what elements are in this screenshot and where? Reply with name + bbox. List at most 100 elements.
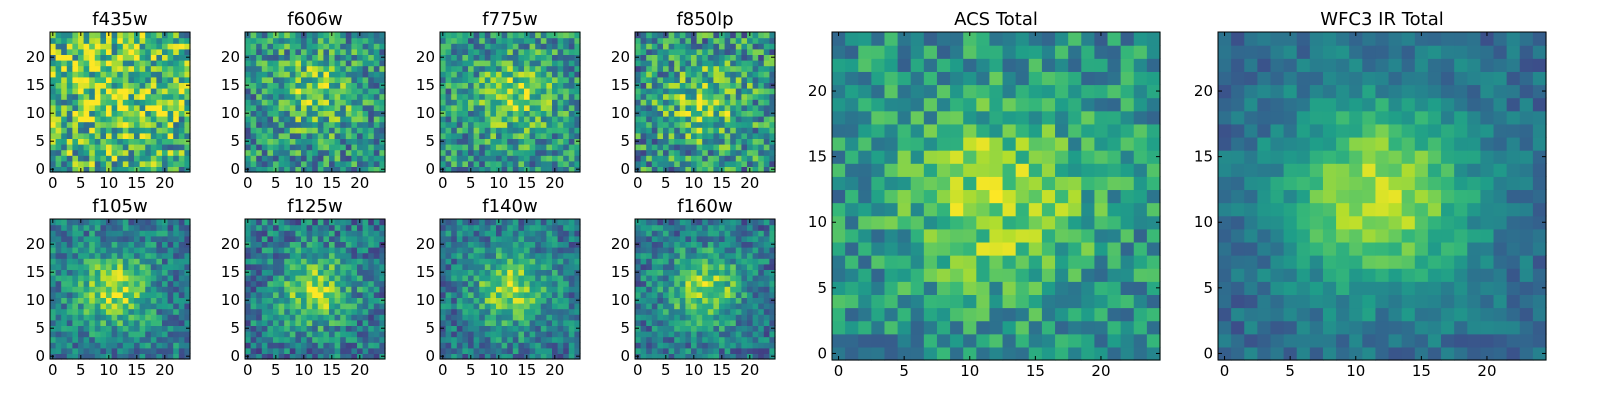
heatmap-cell [563,280,570,287]
heatmap-cell [512,88,519,95]
heatmap-cell [379,155,386,162]
heatmap-cell [535,291,542,298]
heatmap-cell [663,325,670,332]
heatmap-cell [362,155,369,162]
heatmap-cell [758,275,765,282]
heatmap-cell [540,297,547,304]
heatmap-cell [289,149,296,156]
heatmap-cell [184,43,191,50]
heatmap-cell [758,37,765,44]
heatmap-cell [640,155,647,162]
heatmap-cell [496,88,503,95]
x-tick-label: 15 [322,361,341,379]
heatmap-cell [340,54,347,61]
heatmap-cell [546,60,553,67]
heatmap-cell [440,347,447,354]
heatmap-cell [61,247,68,254]
heatmap-cell [512,71,519,78]
heatmap-cell [178,347,185,354]
heatmap-cell [724,160,731,167]
heatmap-cell [752,99,759,106]
heatmap-cell [345,303,352,310]
heatmap-cell [518,230,525,237]
heatmap-cell [741,116,748,123]
heatmap-cell [379,303,386,310]
heatmap-cell [334,303,341,310]
heatmap-cell [568,353,575,360]
heatmap-cell [340,308,347,315]
heatmap-cell [173,291,180,298]
heatmap-cell [323,336,330,343]
heatmap-cell [468,127,475,134]
heatmap-cell [162,263,169,270]
heatmap-cell [306,88,313,95]
heatmap-cell [496,121,503,128]
heatmap-cell [106,342,113,349]
heatmap-cell [679,60,686,67]
heatmap-cell [273,54,280,61]
heatmap-cell [473,166,480,173]
heatmap-cell [713,121,720,128]
heatmap-cell [462,116,469,123]
heatmap-cell [552,263,559,270]
heatmap-cell [345,149,352,156]
heatmap-cell [106,314,113,321]
heatmap-cell [273,347,280,354]
heatmap-cell [763,336,770,343]
heatmap-cell [440,88,447,95]
heatmap-cell [646,99,653,106]
heatmap-cell [78,60,85,67]
heatmap-cell [640,269,647,276]
heatmap-cell [357,121,364,128]
heatmap-cell [568,252,575,259]
heatmap-cell [713,32,720,39]
heatmap-cell [89,110,96,117]
heatmap-cell [373,241,380,248]
heatmap-cell [55,149,62,156]
heatmap-cell [568,297,575,304]
heatmap-cell [278,54,285,61]
heatmap-cell [501,252,508,259]
heatmap-cell [250,127,257,134]
heatmap-cell [691,71,698,78]
heatmap-cell [445,303,452,310]
heatmap-cell [490,258,497,265]
heatmap-cell [379,93,386,100]
heatmap-cell [178,252,185,259]
heatmap-cell [490,104,497,111]
heatmap-cell [368,121,375,128]
y-tick-label: 0 [425,160,435,178]
heatmap-cell [529,138,536,145]
heatmap-cell [702,342,709,349]
heatmap-cell [128,82,135,89]
heatmap-cell [451,336,458,343]
heatmap-cell [568,166,575,173]
heatmap-cell [162,336,169,343]
heatmap-cell [357,252,364,259]
heatmap-cell [769,149,776,156]
heatmap-cell [512,65,519,72]
heatmap-cell [150,263,157,270]
heatmap-cell [468,48,475,55]
heatmap-cell [685,121,692,128]
heatmap-cell [184,303,191,310]
heatmap-cell [145,280,152,287]
heatmap-cell [173,32,180,39]
heatmap-cell [440,291,447,298]
heatmap-cell [635,132,642,139]
heatmap-cell [162,258,169,265]
heatmap-cell [685,88,692,95]
heatmap-cell [167,224,174,231]
heatmap-cell [340,230,347,237]
heatmap-cell [540,314,547,321]
heatmap-cell [329,247,336,254]
heatmap-cell [735,99,742,106]
heatmap-cell [574,32,581,39]
heatmap-cell [702,43,709,50]
heatmap-cell [512,82,519,89]
heatmap-cell [312,263,319,270]
heatmap-cell [156,76,163,83]
heatmap-cell [312,331,319,338]
heatmap-cell [301,43,308,50]
heatmap-cell [456,235,463,242]
